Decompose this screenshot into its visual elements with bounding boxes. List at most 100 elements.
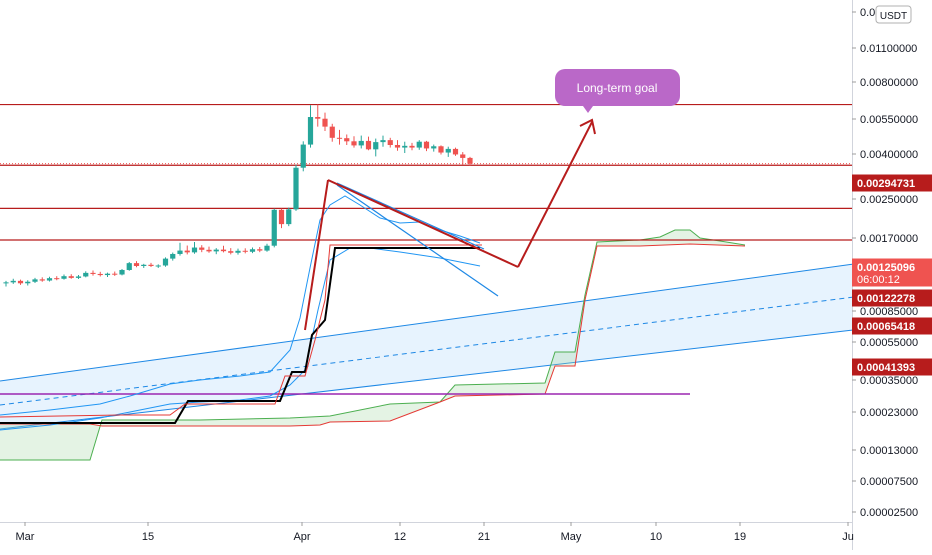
annotation-callout[interactable] [555,69,680,106]
x-tick-label: 15 [142,531,154,543]
candle-body[interactable] [32,279,38,282]
candle-body[interactable] [155,265,161,267]
candle-body[interactable] [235,250,241,253]
candle-body[interactable] [409,145,415,148]
x-tick-label: Apr [293,531,310,543]
candle-body[interactable] [365,140,372,150]
candle-body[interactable] [199,247,205,250]
candle-body[interactable] [54,278,60,280]
candle-body[interactable] [322,118,328,127]
baseline-step-line [0,247,480,424]
candle-body[interactable] [170,253,176,259]
candle-body[interactable] [112,273,118,275]
candle-body[interactable] [329,126,335,138]
currency-badge[interactable] [875,5,912,24]
candle-body[interactable] [344,138,350,142]
price-label-bg[interactable] [852,174,932,192]
candle-body[interactable] [75,276,82,278]
candle-body[interactable] [358,140,364,146]
price-label-bg[interactable] [852,358,932,376]
candle-body[interactable] [220,249,227,252]
candle-body[interactable] [17,280,24,284]
candle-body[interactable] [394,144,401,148]
candle-body[interactable] [39,279,45,281]
regression-channel-upper[interactable] [0,263,853,382]
y-tick-label: 0.00013000 [860,445,918,457]
candle-body[interactable] [206,249,212,252]
candle-body[interactable] [286,209,292,225]
candle-body[interactable] [402,145,408,148]
candle-body[interactable] [242,250,248,252]
price-label-bg[interactable] [852,289,932,307]
cloud-upper-line [0,229,746,461]
price-label-value: 0.00065418 [857,321,915,333]
candle-body[interactable] [83,272,89,277]
regression-channel-lower[interactable] [0,329,853,430]
candle-body[interactable] [460,154,466,158]
candle-body[interactable] [119,269,125,275]
candle-body[interactable] [271,209,277,246]
candle-body[interactable] [249,249,256,252]
time-axis-area [0,522,852,550]
candle-body[interactable] [351,141,357,146]
candle-body[interactable] [373,142,379,150]
candle-body[interactable] [423,141,430,149]
candle-body[interactable] [104,273,111,276]
candle-body[interactable] [380,140,386,143]
price-label-bg[interactable] [852,317,932,335]
candle-body[interactable] [126,263,132,270]
candle-body[interactable] [387,140,393,145]
candle-body[interactable] [431,146,437,149]
candle-body[interactable] [336,137,343,139]
candle-body[interactable] [307,117,314,145]
y-tick-label: 0.00400000 [860,149,918,161]
price-label-value: 0.00122278 [857,293,915,305]
candle-body[interactable] [3,282,9,284]
candle-body[interactable] [445,148,451,153]
regression-channel-mid[interactable] [0,296,853,406]
price-label-value: 0.00125096 [857,262,915,274]
candle-body[interactable] [177,250,183,254]
candle-body[interactable] [293,167,299,210]
candle-body[interactable] [97,273,103,276]
y-tick-label: 0.00250000 [860,194,918,206]
candle-body[interactable] [184,250,190,253]
candle-body[interactable] [25,281,31,284]
y-tick-label: 0.00550000 [860,114,918,126]
wedge-resistance[interactable] [327,179,519,268]
impulse-leg[interactable] [304,179,329,331]
candle-body[interactable] [452,148,459,155]
falling-channel-upper[interactable] [336,182,485,250]
falling-channel-lower[interactable] [336,184,499,297]
candle-body[interactable] [10,280,16,283]
candle-body[interactable] [416,141,422,148]
candle-body[interactable] [191,247,198,253]
candle-body[interactable] [278,209,285,225]
candle-body[interactable] [467,157,473,164]
candle-body[interactable] [438,146,444,153]
candle-body[interactable] [213,249,219,252]
arrow-head [579,118,596,135]
plot-area [0,0,852,522]
candle-body[interactable] [61,276,67,279]
candle-body[interactable] [257,249,263,251]
candle-body[interactable] [162,258,169,266]
price-label-bg[interactable] [852,258,932,287]
candle-body[interactable] [46,278,53,281]
candle-body[interactable] [90,272,96,274]
candle-body[interactable] [141,264,147,266]
candle-body[interactable] [300,144,306,168]
price-label-countdown: 06:00:12 [857,274,900,286]
candle-body[interactable] [148,264,154,266]
candle-body[interactable] [133,263,140,266]
x-tick-label: 10 [650,531,662,543]
target-projection-arrow[interactable] [517,121,593,268]
candle-body[interactable] [315,117,321,119]
candle-body[interactable] [228,251,234,253]
candle-body[interactable] [264,245,270,251]
candle-body[interactable] [68,276,74,278]
price-label-value: 0.00294731 [857,178,915,190]
cloud-lower-line [0,243,746,427]
